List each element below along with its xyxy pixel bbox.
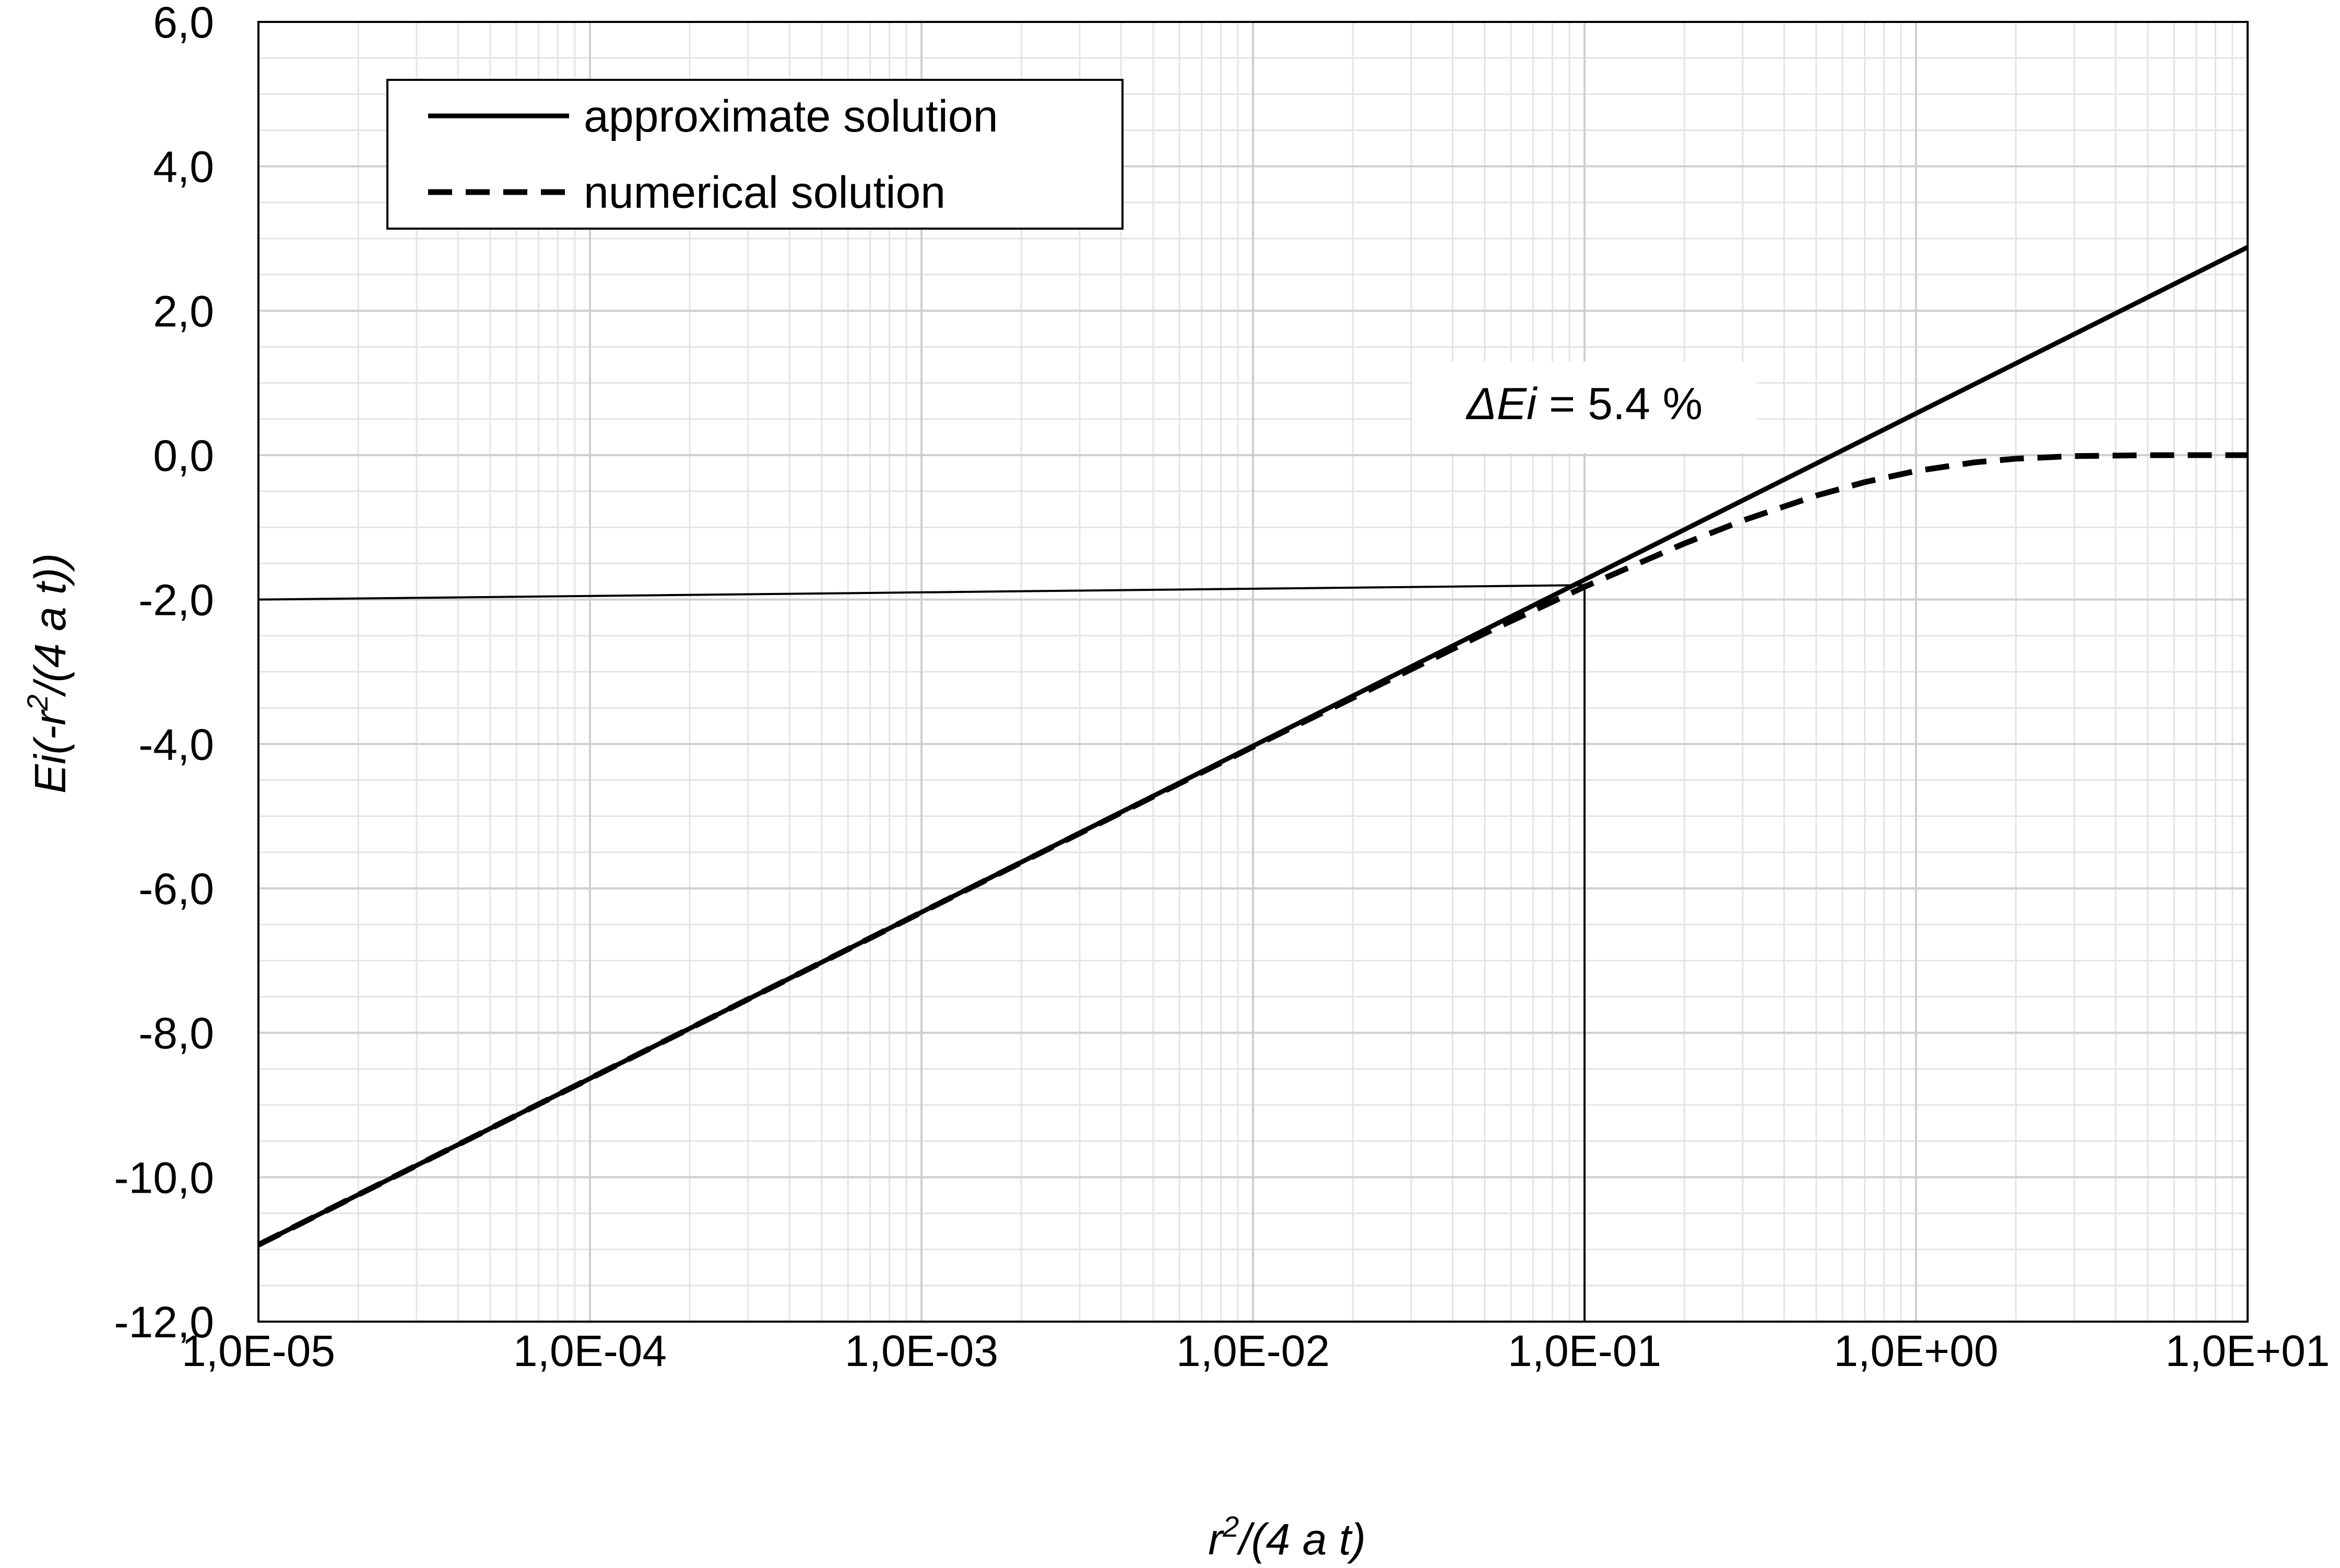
y-tick-label: 2,0 — [153, 287, 214, 336]
y-tick-label: -8,0 — [138, 1009, 214, 1058]
x-axis-label-base: r — [1208, 1515, 1224, 1564]
x-tick-label: 1,0E+01 — [2165, 1326, 2330, 1375]
legend-label-approximate: approximate solution — [584, 91, 998, 141]
series-group — [257, 245, 2249, 1248]
legend-label-numerical: numerical solution — [584, 168, 946, 218]
x-axis-label: r2/(4 a t) — [1208, 1510, 1366, 1564]
x-tick-label: 1,0E-03 — [845, 1326, 998, 1375]
y-tick-label: -10,0 — [114, 1153, 214, 1202]
x-axis-label-sup: 2 — [1222, 1510, 1239, 1543]
reference-line-horizontal — [258, 584, 1585, 601]
x-tick-label: 1,0E-05 — [182, 1326, 335, 1375]
legend-box — [386, 79, 1124, 230]
x-tick-label: 1,0E-01 — [1508, 1326, 1661, 1375]
y-tick-label: 0,0 — [153, 431, 214, 480]
y-axis-label-pre: Ei(-r — [26, 709, 75, 794]
y-axis-label-post: /(4 a t)) — [26, 553, 75, 697]
x-axis-label-rest: /(4 a t) — [1236, 1515, 1366, 1564]
y-tick-label: 6,0 — [153, 0, 214, 47]
annotation-prefix: ΔEi — [1466, 379, 1538, 429]
legend: approximate solution numerical solution — [386, 79, 1124, 230]
x-tick-label: 1,0E-04 — [513, 1326, 667, 1375]
y-axis-label: Ei(-r2/(4 a t)) — [21, 553, 75, 793]
x-tick-label: 1,0E-02 — [1176, 1326, 1330, 1375]
x-tick-labels: 1,0E-05 1,0E-04 1,0E-03 1,0E-02 1,0E-01 1,0E+… — [182, 1326, 2330, 1375]
y-tick-label: -6,0 — [138, 864, 214, 913]
reference-lines — [258, 584, 1586, 1322]
y-tick-label: 4,0 — [153, 142, 214, 192]
y-tick-label: -4,0 — [138, 720, 214, 769]
y-tick-labels: 6,0 4,0 2,0 0,0 -2,0 -4,0 -6,0 -8,0 -10,0 -12,0 — [114, 0, 214, 1347]
y-tick-label: -12,0 — [114, 1298, 214, 1347]
plot-frame — [257, 21, 2249, 1323]
y-axis-label-sup: 2 — [21, 694, 54, 711]
x-tick-label: 1,0E+00 — [1834, 1326, 1998, 1375]
series-line-numerical — [257, 452, 2248, 1248]
annotation-delta-ei: ΔEi = 5.4 % — [1466, 379, 1703, 429]
annotation-background — [1412, 361, 1757, 453]
y-tick-label: -2,0 — [138, 576, 214, 625]
annotation-suffix: = 5.4 % — [1537, 379, 1703, 429]
